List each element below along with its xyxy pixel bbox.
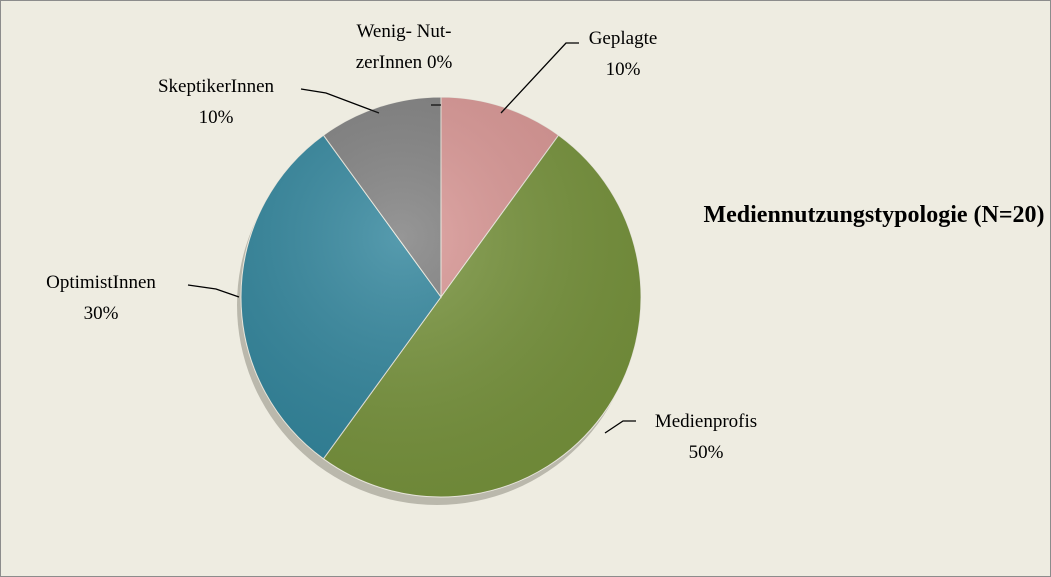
leader-line: [500, 42, 579, 114]
category-label: Geplagte: [588, 28, 658, 49]
value-label: 30%: [83, 303, 119, 324]
value-label: 10%: [605, 59, 641, 80]
leader-line: [187, 284, 240, 298]
slice-label: Medienprofis 50%: [655, 406, 757, 468]
leader-line: [604, 420, 636, 434]
value-label: 10%: [198, 107, 234, 128]
category-label: OptimistInnen: [46, 272, 156, 293]
slice-label: Wenig- Nut-zerInnen 0%: [334, 16, 474, 78]
slice-label: OptimistInnen 30%: [46, 267, 156, 329]
category-label: Medienprofis: [654, 411, 758, 432]
category-label: SkeptikerInnen: [157, 76, 275, 97]
slice-label: Geplagte 10%: [589, 23, 658, 85]
leader-line: [300, 88, 380, 114]
slice-label: SkeptikerInnen 10%: [158, 71, 274, 133]
value-label: 0%: [426, 52, 453, 73]
chart-title: Mediennutzungstypologie (N=20): [703, 202, 1045, 228]
value-label: 50%: [688, 442, 724, 463]
category-label: Wenig- Nut-zerInnen: [355, 21, 452, 73]
